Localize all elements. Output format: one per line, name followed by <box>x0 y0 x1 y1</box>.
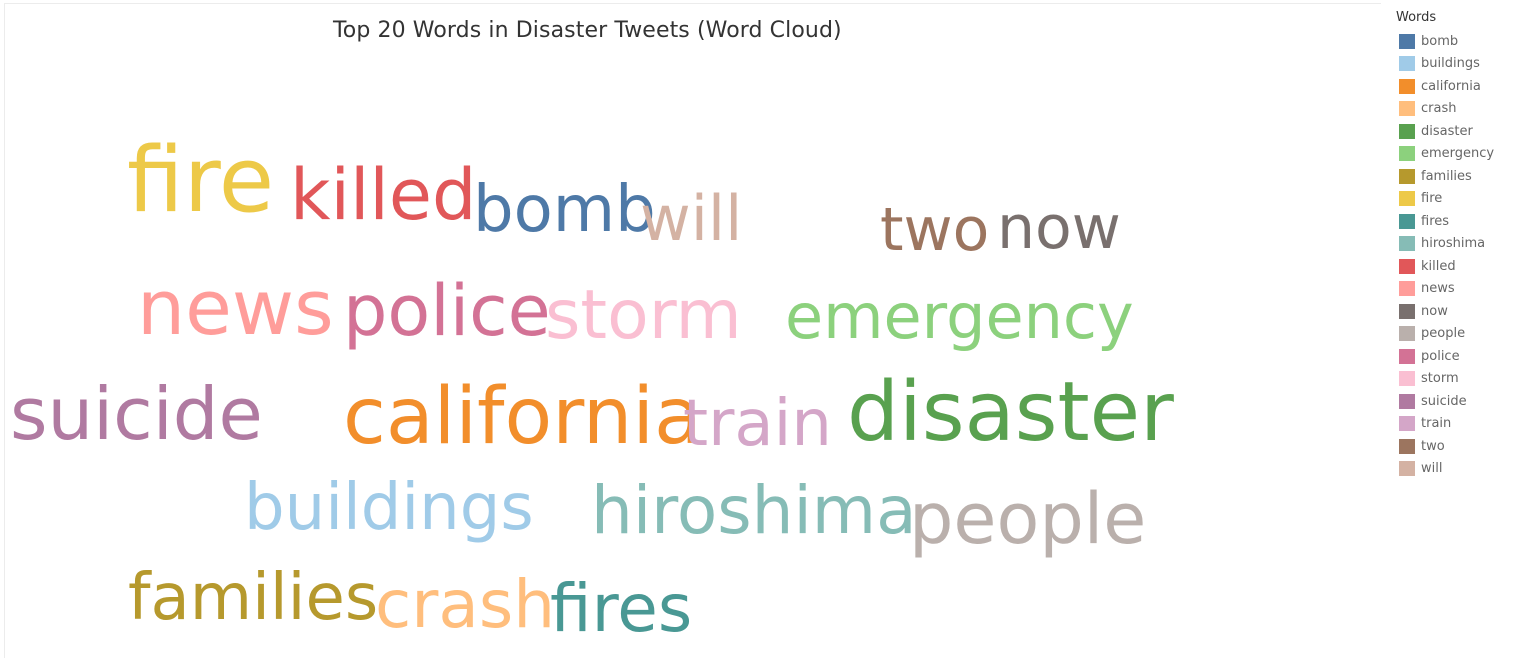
word-california: california <box>343 372 702 462</box>
legend-label: now <box>1421 303 1448 319</box>
legend-swatch <box>1399 326 1415 342</box>
legend-swatch <box>1399 191 1415 207</box>
legend-item-fires[interactable]: fires <box>1396 210 1524 233</box>
word-will: will <box>640 182 743 255</box>
word-killed: killed <box>290 154 477 236</box>
word-news: news <box>137 263 334 352</box>
legend-item-storm[interactable]: storm <box>1396 368 1524 391</box>
word-hiroshima: hiroshima <box>591 472 917 549</box>
word-train: train <box>683 387 832 461</box>
word-two: two <box>880 195 990 265</box>
word-buildings: buildings <box>244 471 534 545</box>
chart-title: Top 20 Words in Disaster Tweets (Word Cl… <box>333 18 842 43</box>
word-cloud: fire killed bomb will two now news police storm e… <box>10 128 1174 647</box>
legend-label: will <box>1421 461 1443 477</box>
legend-item-people[interactable]: people <box>1396 323 1524 346</box>
legend-item-california[interactable]: california <box>1396 75 1524 98</box>
legend-swatch <box>1399 101 1415 117</box>
legend-label: fire <box>1421 191 1443 207</box>
word-families: families <box>128 561 379 635</box>
legend-label: train <box>1421 416 1452 432</box>
legend-item-families[interactable]: families <box>1396 165 1524 188</box>
legend-item-buildings[interactable]: buildings <box>1396 53 1524 76</box>
legend-item-now[interactable]: now <box>1396 300 1524 323</box>
legend-label: fires <box>1421 213 1450 229</box>
legend-item-will[interactable]: will <box>1396 458 1524 481</box>
word-now: now <box>997 193 1121 263</box>
legend-item-crash[interactable]: crash <box>1396 98 1524 121</box>
legend-label: crash <box>1421 101 1457 117</box>
legend-label: families <box>1421 168 1472 184</box>
legend-item-emergency[interactable]: emergency <box>1396 143 1524 166</box>
legend-swatch <box>1399 461 1415 477</box>
legend-swatch <box>1399 56 1415 72</box>
legend-label: buildings <box>1421 56 1480 72</box>
word-emergency: emergency <box>785 280 1134 353</box>
legend-swatch <box>1399 348 1415 364</box>
legend-swatch <box>1399 303 1415 319</box>
legend-swatch <box>1399 393 1415 409</box>
legend-item-news[interactable]: news <box>1396 278 1524 301</box>
legend-label: killed <box>1421 258 1456 274</box>
legend-label: hiroshima <box>1421 236 1486 252</box>
legend-swatch <box>1399 438 1415 454</box>
chart-frame-left <box>4 3 5 658</box>
word-people: people <box>909 478 1147 560</box>
word-crash: crash <box>375 566 556 643</box>
legend-item-hiroshima[interactable]: hiroshima <box>1396 233 1524 256</box>
legend-swatch <box>1399 371 1415 387</box>
legend-swatch <box>1399 416 1415 432</box>
legend-item-fire[interactable]: fire <box>1396 188 1524 211</box>
legend-item-two[interactable]: two <box>1396 435 1524 458</box>
legend-label: california <box>1421 78 1481 94</box>
legend-label: news <box>1421 281 1455 297</box>
word-bomb: bomb <box>473 173 656 247</box>
legend-label: bomb <box>1421 33 1459 49</box>
legend-swatch <box>1399 281 1415 297</box>
legend-label: storm <box>1421 371 1459 387</box>
legend-item-bomb[interactable]: bomb <box>1396 30 1524 53</box>
legend-swatch <box>1399 168 1415 184</box>
legend-label: police <box>1421 348 1460 364</box>
legend-item-killed[interactable]: killed <box>1396 255 1524 278</box>
legend-label: emergency <box>1421 146 1495 162</box>
legend-item-disaster[interactable]: disaster <box>1396 120 1524 143</box>
word-fires: fires <box>550 570 693 647</box>
legend-items: bomb buildings california crash disaster emer… <box>1396 30 1524 480</box>
legend-swatch <box>1399 236 1415 252</box>
legend-item-suicide[interactable]: suicide <box>1396 390 1524 413</box>
legend-swatch <box>1399 78 1415 94</box>
legend-swatch <box>1399 33 1415 49</box>
legend-swatch <box>1399 258 1415 274</box>
legend-label: two <box>1421 438 1445 454</box>
word-suicide: suicide <box>10 372 263 456</box>
legend-swatch <box>1399 123 1415 139</box>
legend-swatch <box>1399 146 1415 162</box>
chart-frame-top <box>4 3 1381 4</box>
legend-title: Words <box>1396 10 1437 25</box>
legend-swatch <box>1399 213 1415 229</box>
word-disaster: disaster <box>847 365 1174 460</box>
legend: Words bomb buildings california crash disast… <box>1396 10 1524 480</box>
word-storm: storm <box>545 276 742 355</box>
word-fire: fire <box>127 128 275 233</box>
legend-item-train[interactable]: train <box>1396 413 1524 436</box>
legend-item-police[interactable]: police <box>1396 345 1524 368</box>
legend-label: disaster <box>1421 123 1473 139</box>
legend-label: suicide <box>1421 393 1467 409</box>
word-police: police <box>343 270 551 352</box>
legend-label: people <box>1421 326 1466 342</box>
